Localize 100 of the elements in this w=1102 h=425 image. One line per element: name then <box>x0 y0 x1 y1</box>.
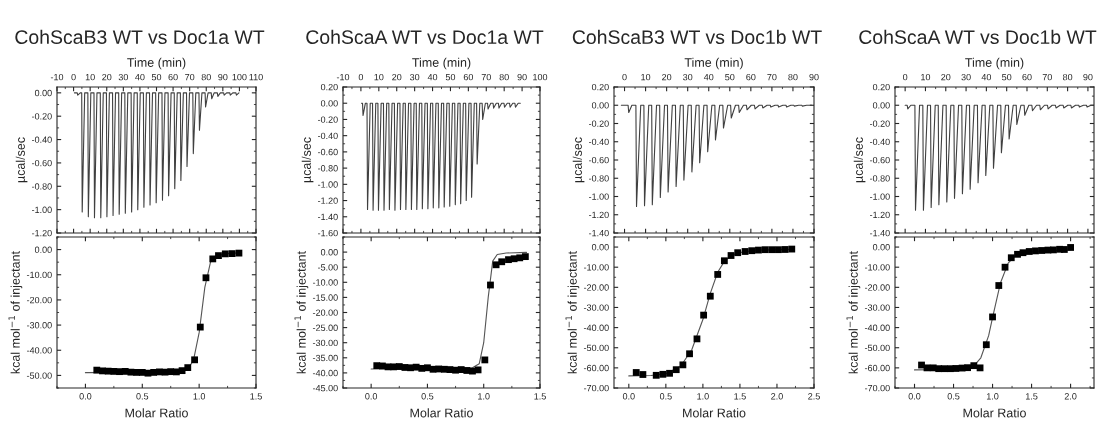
point <box>679 361 687 369</box>
y-axis-title: µcal/sec <box>301 137 314 183</box>
line-series <box>73 92 240 219</box>
x-tick-label: 50 <box>445 73 456 81</box>
y-tick-label: -40.00 <box>312 369 338 377</box>
x-tick-label: 2.5 <box>808 393 820 400</box>
y-tick-label: -40.00 <box>26 347 52 354</box>
x-tick-label: 0 <box>358 73 364 81</box>
x-axis-title: Molar Ratio <box>125 408 188 418</box>
point <box>970 362 978 370</box>
point <box>228 250 236 258</box>
point <box>672 366 680 374</box>
y-tick-label: -30.00 <box>583 304 609 311</box>
x-axis-title: Molar Ratio <box>410 408 473 418</box>
y-tick-label: -30.00 <box>864 304 890 311</box>
y-axis-title: µcal/sec <box>15 137 28 183</box>
y-tick-label: -20.00 <box>26 296 52 304</box>
point <box>498 258 506 266</box>
point <box>221 250 229 258</box>
point <box>632 369 640 376</box>
y-tick-label: -1.60 <box>317 229 338 237</box>
point <box>487 281 494 289</box>
point <box>521 253 529 261</box>
y-tick-label: -60.00 <box>864 364 890 372</box>
y-tick-label: -1.20 <box>588 211 609 219</box>
x-tick-label: 60 <box>463 73 474 81</box>
chart-title: CohScaB3 WT vs Doc1b WT <box>572 29 822 45</box>
point <box>686 350 693 358</box>
point <box>761 246 769 254</box>
x-tick-label: 0.5 <box>136 393 149 400</box>
point <box>639 371 647 378</box>
point <box>700 311 708 319</box>
x-tick-label: 0 <box>622 73 627 81</box>
x-axis-title: Time (min) <box>412 57 471 70</box>
y-tick-label: 0.00 <box>591 244 609 251</box>
x-tick-label: 30 <box>409 73 420 81</box>
point <box>209 255 217 263</box>
x-tick-label: 100 <box>232 73 247 81</box>
x-tick-label: 110 <box>249 73 263 81</box>
x-tick-label: 1.5 <box>534 393 546 400</box>
y-tick-label: -1.00 <box>31 206 52 213</box>
x-tick-label: 0.5 <box>947 393 960 400</box>
y-axis-title: kcal mol$^{−1}$ of injectant <box>294 251 309 374</box>
x-tick-label: 0.0 <box>908 393 921 400</box>
y-tick-label: -0.60 <box>31 159 52 167</box>
x-tick-label: 0 <box>71 73 76 81</box>
x-tick-label: 80 <box>788 73 798 81</box>
point <box>1025 248 1033 255</box>
y-tick-label: -35.00 <box>312 354 338 362</box>
point <box>652 371 660 379</box>
y-tick-label: -70.00 <box>583 384 609 392</box>
point <box>215 252 222 260</box>
x-tick-label: 40 <box>135 73 145 81</box>
y-tick-label: -1.00 <box>317 181 338 188</box>
x-tick-label: 90 <box>809 73 819 81</box>
x-tick-label: 50 <box>725 73 735 81</box>
x-tick-label: 0.0 <box>79 393 92 400</box>
point <box>788 245 796 253</box>
x-tick-label: 70 <box>1042 73 1052 81</box>
x-tick-label: 30 <box>118 73 128 81</box>
y-tick-label: -0.20 <box>317 116 338 123</box>
line-series <box>904 104 1094 211</box>
y-tick-label: -0.80 <box>588 175 609 182</box>
x-tick-label: 1.5 <box>734 393 746 400</box>
y-tick-label: 0.00 <box>320 100 338 107</box>
x-tick-label: 60 <box>1022 73 1032 81</box>
y-tick-label: -10.00 <box>864 264 890 271</box>
point <box>1001 263 1009 271</box>
line-series <box>360 102 521 211</box>
point <box>474 366 482 374</box>
x-tick-label: 40 <box>703 73 714 81</box>
point <box>706 292 714 300</box>
y-tick-label: -15.00 <box>312 294 338 301</box>
point <box>481 356 489 364</box>
x-tick-label: 90 <box>1083 73 1093 81</box>
x-tick-label: 1.5 <box>250 393 262 400</box>
y-tick-label: -30.00 <box>26 322 52 329</box>
y-tick-label: 0.00 <box>872 244 890 251</box>
x-tick-label: 80 <box>1062 73 1073 81</box>
point <box>1038 247 1046 254</box>
point <box>666 369 673 377</box>
y-tick-label: 0.20 <box>591 83 609 91</box>
y-tick-label: -0.40 <box>869 138 890 146</box>
y-tick-label: -0.40 <box>317 132 338 140</box>
point <box>982 341 990 349</box>
point <box>995 282 1003 289</box>
x-tick-label: 80 <box>201 73 211 81</box>
x-tick-label: 1.5 <box>1025 393 1038 400</box>
y-tick-label: -70.00 <box>864 384 890 392</box>
x-tick-label: 100 <box>533 73 548 81</box>
y-tick-label: -0.80 <box>869 175 890 182</box>
x-axis-title: Time (min) <box>127 57 186 70</box>
point <box>1007 254 1015 262</box>
y-tick-label: -0.60 <box>869 156 890 164</box>
x-tick-label: 1.0 <box>697 393 709 400</box>
y-axis-title: µcal/sec <box>853 137 866 183</box>
point <box>191 356 198 364</box>
x-tick-label: -10 <box>50 73 64 81</box>
point <box>781 246 789 253</box>
x-axis-title: Molar Ratio <box>683 408 746 418</box>
